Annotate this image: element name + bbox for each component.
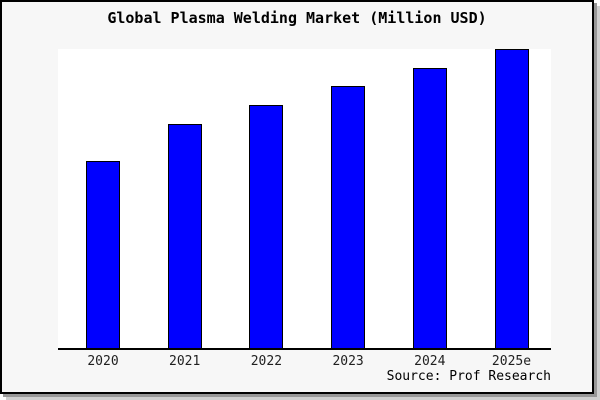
x-tick-label-2024: 2024 (414, 354, 446, 369)
bar-2020 (86, 161, 120, 348)
bar-2024 (412, 68, 447, 348)
x-tick-label-2023: 2023 (332, 354, 364, 369)
chart-frame: Global Plasma Welding Market (Million US… (0, 0, 594, 394)
bar-2025e (494, 49, 529, 348)
x-tick-label-2025e: 2025e (491, 354, 532, 369)
plot-area (58, 49, 551, 350)
chart-title: Global Plasma Welding Market (Million US… (107, 9, 487, 27)
source-note: Source: Prof Research (386, 369, 551, 384)
x-tick-label-2021: 2021 (169, 354, 201, 369)
x-axis-tick-labels: 2020 2021 2022 2023 2024 2025e (58, 354, 551, 370)
x-tick-label-2022: 2022 (250, 354, 283, 369)
x-tick-label-2020: 2020 (87, 354, 119, 369)
bar-2023 (331, 86, 366, 348)
bar-2021 (167, 124, 202, 348)
bar-2022 (249, 105, 284, 348)
